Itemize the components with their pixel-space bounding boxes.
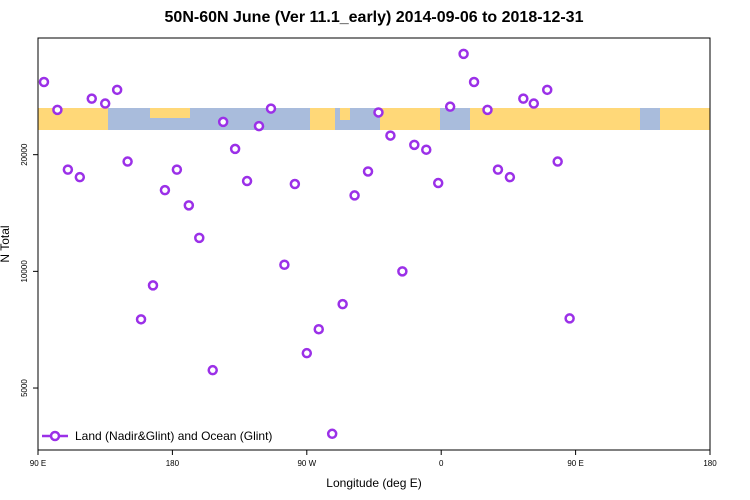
legend-marker — [49, 430, 61, 442]
chart-title: 50N-60N June (Ver 11.1_early) 2014-09-06… — [165, 9, 584, 26]
point — [518, 93, 529, 104]
point — [122, 156, 133, 167]
point — [337, 298, 348, 310]
point — [421, 144, 432, 155]
point — [289, 178, 301, 190]
y-tick-label: 5000 — [20, 379, 29, 397]
point — [504, 171, 516, 183]
point — [385, 130, 396, 141]
point — [528, 98, 540, 109]
point — [397, 266, 408, 277]
point — [194, 232, 205, 244]
point — [99, 98, 111, 109]
point — [159, 184, 171, 196]
plot-frame — [37, 37, 711, 451]
point — [482, 104, 493, 116]
point — [74, 171, 86, 183]
point — [241, 175, 253, 187]
point — [183, 200, 195, 211]
x-tick-label: 180 — [166, 459, 180, 468]
point — [326, 428, 338, 440]
point — [444, 101, 456, 112]
x-tick-label: 90 W — [297, 459, 316, 468]
point — [62, 164, 74, 175]
point — [564, 313, 575, 324]
point — [492, 164, 504, 175]
x-tick-label: 0 — [439, 459, 444, 468]
point — [373, 107, 384, 118]
point — [52, 104, 63, 116]
point — [468, 76, 480, 88]
x-tick-label: 90 E — [567, 459, 583, 468]
x-tick-label: 180 — [703, 459, 717, 468]
y-tick-label: 20000 — [20, 143, 29, 166]
point — [541, 84, 553, 96]
point — [552, 156, 563, 167]
point — [432, 177, 444, 189]
point — [362, 166, 374, 177]
point — [147, 280, 159, 291]
point — [349, 190, 360, 201]
point — [217, 116, 229, 128]
point — [253, 120, 265, 132]
point — [207, 364, 218, 376]
point — [229, 143, 241, 155]
legend-label: Land (Nadir&Glint) and Ocean (Glint) — [75, 429, 272, 443]
point — [409, 139, 420, 151]
point — [86, 93, 98, 104]
y-axis-label: N Total — [0, 225, 12, 262]
point — [171, 164, 183, 175]
point — [313, 323, 324, 335]
point — [135, 314, 147, 325]
x-tick-label: 90 E — [30, 459, 46, 468]
point — [458, 48, 469, 60]
point — [111, 84, 123, 96]
point — [265, 103, 277, 114]
y-tick-label: 10000 — [20, 260, 29, 283]
point — [301, 347, 313, 359]
x-axis-label: Longitude (deg E) — [326, 476, 421, 490]
point — [38, 76, 50, 88]
point — [279, 259, 290, 270]
